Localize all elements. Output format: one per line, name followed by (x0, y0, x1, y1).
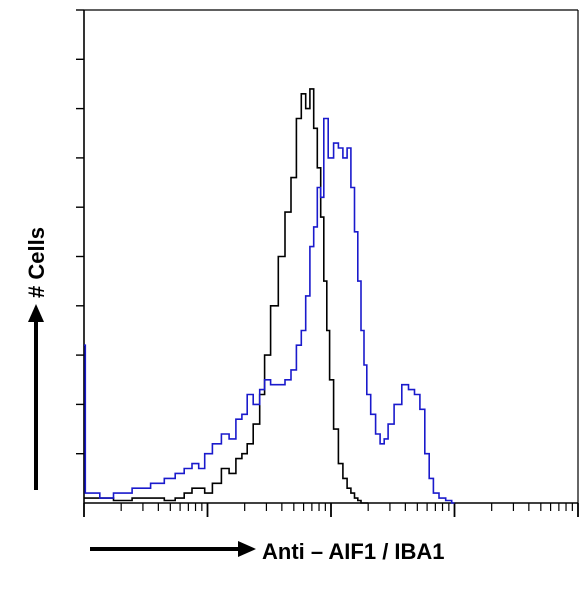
x-axis-ticks (83, 503, 579, 517)
x-axis-arrow-head (238, 541, 256, 557)
x-axis-arrow (90, 541, 256, 557)
y-axis-label: # Cells (24, 227, 49, 298)
series-line-1 (84, 88, 369, 504)
plot-frame (83, 9, 579, 504)
y-axis-ticks (76, 9, 84, 455)
series-line-2 (84, 117, 455, 504)
y-axis-arrow-head (28, 304, 44, 322)
series-layer (84, 88, 455, 504)
y-axis-arrow (28, 304, 44, 490)
x-axis-label: Anti – AIF1 / IBA1 (262, 539, 445, 564)
